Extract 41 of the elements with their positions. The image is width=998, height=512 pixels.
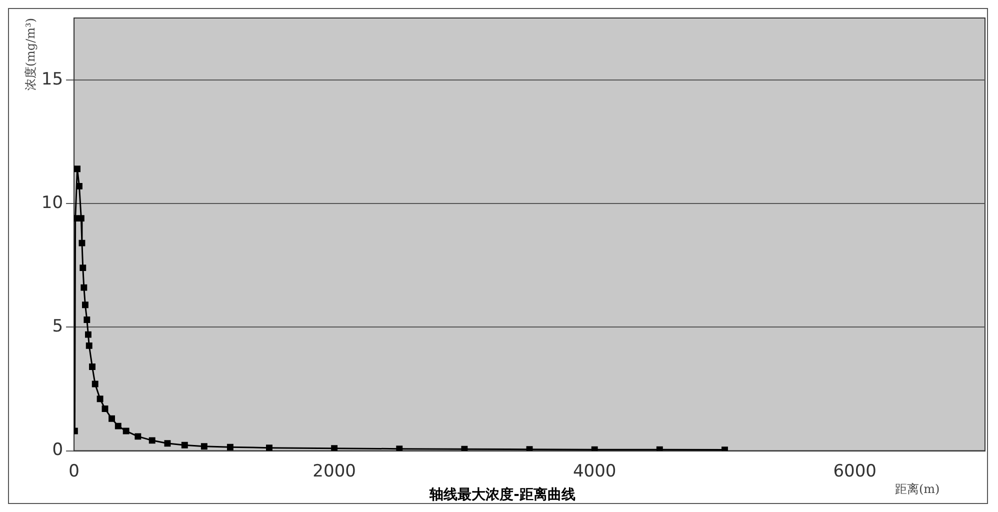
y-axis-title: 浓度(mg/m³) bbox=[23, 18, 38, 91]
point bbox=[96, 396, 104, 402]
x-axis-title: 距离(m) bbox=[895, 480, 940, 498]
point bbox=[78, 240, 86, 246]
point bbox=[181, 442, 188, 448]
x-tick-label: 4000 bbox=[572, 461, 616, 482]
point bbox=[80, 284, 88, 291]
point bbox=[226, 444, 234, 450]
y-tick-label: 10 bbox=[41, 192, 64, 213]
y-tick-label: 15 bbox=[41, 69, 64, 90]
point bbox=[200, 443, 208, 450]
text: 轴线最大浓度-距离曲线 bbox=[428, 486, 576, 504]
point bbox=[84, 331, 92, 338]
y-tick-label: 0 bbox=[52, 440, 64, 460]
point bbox=[526, 446, 533, 451]
point bbox=[74, 166, 81, 172]
point bbox=[102, 406, 108, 412]
point bbox=[108, 415, 115, 422]
point bbox=[266, 444, 272, 451]
point bbox=[114, 422, 122, 430]
point bbox=[656, 446, 663, 451]
point bbox=[80, 264, 86, 272]
point bbox=[164, 440, 171, 447]
x-tick-label: 0 bbox=[68, 461, 80, 482]
point bbox=[331, 445, 338, 451]
point bbox=[84, 316, 90, 323]
point bbox=[76, 182, 82, 190]
x-tick-label: 6000 bbox=[833, 461, 876, 482]
point bbox=[396, 446, 403, 451]
point bbox=[148, 437, 156, 444]
point bbox=[86, 342, 92, 349]
point bbox=[591, 446, 598, 451]
point bbox=[461, 446, 468, 451]
point bbox=[92, 380, 98, 388]
point bbox=[89, 363, 96, 370]
x-tick-label: 2000 bbox=[312, 461, 356, 482]
point bbox=[134, 433, 142, 440]
y-tick-label: 5 bbox=[52, 316, 64, 337]
point bbox=[82, 302, 88, 308]
point bbox=[78, 215, 84, 222]
point bbox=[122, 428, 130, 434]
